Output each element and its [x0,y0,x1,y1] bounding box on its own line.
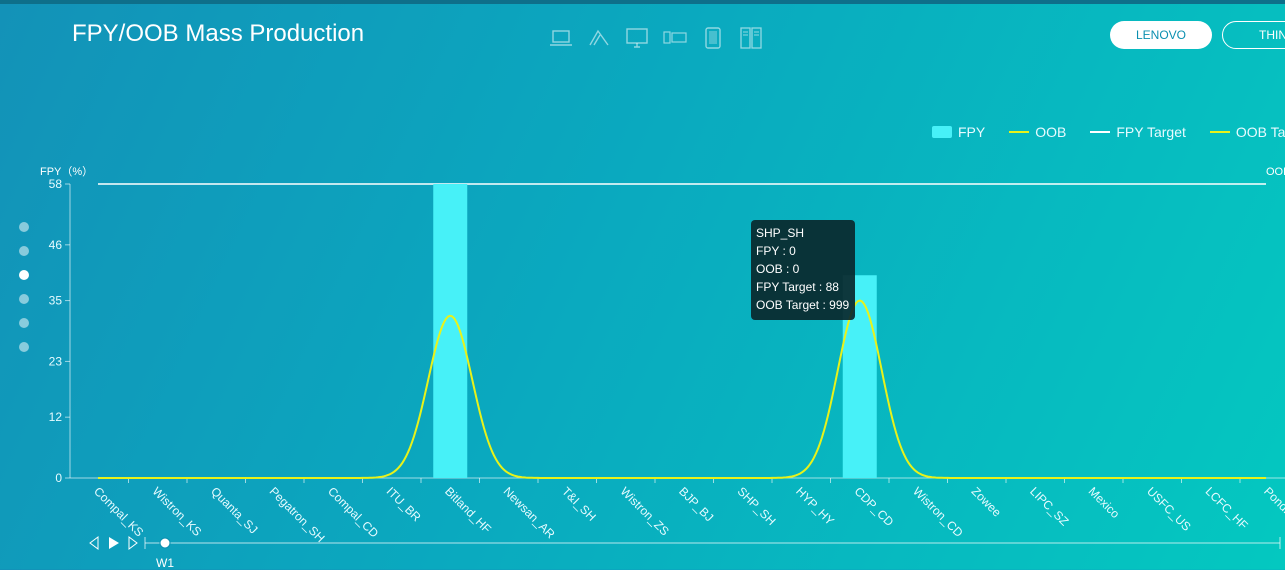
x-tick-label: Quanta_SJ [208,484,260,536]
legend-item-fpy[interactable]: FPY [932,124,985,140]
product-icons [548,26,764,50]
server-icon[interactable] [738,26,764,50]
desktop-icon[interactable] [662,26,688,50]
tooltip-line: FPY Target : 88 [756,280,839,294]
tablet-icon[interactable] [700,26,726,50]
legend-label-fpy-target: FPY Target [1116,124,1186,140]
page-dot[interactable] [19,318,29,328]
y-tick-label: 58 [49,177,63,191]
legend-swatch-fpy [932,126,952,138]
x-tick-label: Zowee [969,484,1005,520]
x-tick-label: HYP_HY [793,484,837,528]
y-tick-label: 35 [49,294,63,308]
x-tick-label: Pegatron_SH [267,484,328,545]
next-button [128,536,138,550]
chart-legend: FPY OOB FPY Target OOB Target [932,124,1285,140]
legend-swatch-fpy-target [1090,131,1111,133]
x-tick-label: ITU_BR [384,484,424,524]
timeline-handle [159,537,171,549]
x-tick-label: Pondi [1261,484,1285,516]
play-button [109,537,119,549]
x-tick-label: Wistron_ZS [618,484,672,538]
legend-label-oob: OOB [1035,124,1067,140]
x-tick-label: T&I_SH [559,484,599,524]
page-dot[interactable] [19,246,29,256]
legend-item-fpy-target[interactable]: FPY Target [1090,124,1186,140]
oob-line [98,299,1266,479]
y-tick-label: 23 [49,354,63,368]
x-tick-label: LIPC_SZ [1027,484,1071,528]
y-tick-label: 46 [49,238,63,252]
laptop-icon[interactable] [548,26,574,50]
tooltip-line: OOB Target : 999 [756,298,850,312]
prev-button [89,536,99,550]
x-tick-label: CDP_CD [852,484,897,529]
think-button[interactable]: THINK [1222,21,1285,49]
page-dot[interactable] [19,342,29,352]
legend-label-oob-target: OOB Target [1235,124,1285,140]
top-border [0,0,1285,4]
yoga-icon[interactable] [586,26,612,50]
lenovo-button[interactable]: LENOVO [1110,21,1212,49]
x-tick-label: Wistron_KS [150,484,205,539]
x-tick-label: Bitland_HF [442,484,494,536]
x-tick-label: Wistron_CD [910,484,966,540]
y-axis-label: FPY（%） [40,165,93,178]
timeline-label: W1 [156,556,174,570]
legend-label-fpy: FPY [958,124,986,140]
y-tick-label: 0 [55,471,62,485]
x-tick-label: Mexico [1086,484,1123,521]
page-indicator [19,222,29,366]
y2-axis-label: OOB [1266,166,1285,178]
fpy-bar [433,184,468,478]
monitor-icon[interactable] [624,26,650,50]
page-dot-active[interactable] [19,270,29,280]
legend-swatch-oob-target [1209,131,1230,133]
x-tick-label: LCFC_HF [1203,484,1251,532]
x-tick-label: SHP_SH [735,484,779,528]
legend-item-oob-target[interactable]: OOB Target [1209,124,1285,140]
tooltip-line: FPY : 0 [756,244,796,258]
tooltip-title: SHP_SH [756,226,805,240]
legend-item-oob[interactable]: OOB [1009,124,1066,140]
x-tick-label: USFC_US [1144,484,1194,534]
x-tick-label: BJP_BJ [676,484,716,524]
x-tick-label: Newsan_AR [501,484,558,541]
chart-tooltip: SHP_SH FPY : 0 OOB : 0 FPY Target : 88 O… [751,220,855,320]
tooltip-line: OOB : 0 [756,262,800,276]
page-title: FPY/OOB Mass Production [72,20,365,47]
legend-swatch-oob [1009,131,1030,133]
y-tick-label: 12 [49,410,63,424]
page-dot[interactable] [19,294,29,304]
x-tick-label: Compal_KS [91,484,146,539]
page-dot[interactable] [19,222,29,232]
x-tick-label: Compal_CD [325,484,381,540]
